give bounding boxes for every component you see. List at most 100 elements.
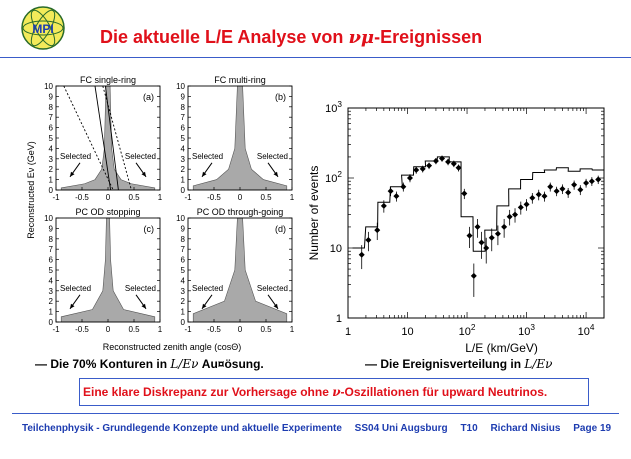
y-tick-label: 6 [181, 256, 186, 265]
panel-title: FC multi-ring [214, 75, 266, 85]
data-point [450, 160, 457, 167]
data-point [365, 237, 372, 244]
data-point [439, 155, 446, 162]
x-tick-label: 104 [578, 323, 595, 338]
x-tick-label: -0.5 [207, 325, 221, 334]
y-tick-label: 103 [325, 100, 342, 115]
y-tick-label: 10 [44, 214, 53, 223]
y-tick-label: 3 [49, 155, 54, 164]
y-tick-label: 4 [49, 276, 54, 285]
x-tick-label: -1 [184, 193, 192, 202]
x-tick-label: 103 [518, 323, 535, 338]
data-point [413, 167, 420, 174]
data-point [565, 189, 572, 196]
data-point [501, 223, 508, 230]
y-tick-label: 1 [181, 308, 186, 317]
footer: Teilchenphysik - Grundlegende Konzepte u… [22, 423, 621, 434]
arrowhead [273, 171, 278, 177]
selected-label-right: Selected [257, 152, 288, 161]
panel-title: PC OD stopping [75, 207, 140, 217]
footer-page: Page 19 [573, 423, 612, 434]
y-tick-label: 2 [49, 165, 54, 174]
y-tick-label: 9 [49, 92, 54, 101]
y-tick-label: 8 [49, 103, 54, 112]
data-point [488, 234, 495, 241]
y-tick-label: 2 [181, 297, 186, 306]
data-point [541, 193, 548, 200]
y-tick-label: 9 [49, 224, 54, 233]
y-tick-label: 6 [49, 124, 54, 133]
contour-ylabel: Reconstructed Eν (GeV) [26, 141, 36, 239]
y-tick-label: 3 [181, 287, 186, 296]
selected-label-right: Selected [257, 284, 288, 293]
arrowhead [70, 303, 75, 309]
x-tick-label: -1 [52, 325, 60, 334]
panel-label: (a) [143, 92, 154, 102]
y-tick-label: 5 [49, 134, 54, 143]
le-distribution-plot: 1 10 102 103 104 1 10 102 103 L/E (km/GeV) Number … [307, 100, 605, 355]
y-tick-label: 7 [181, 245, 186, 254]
data-point [588, 178, 595, 185]
panel-label: (c) [144, 224, 155, 234]
arrowhead [202, 171, 207, 177]
selected-label-right: Selected [125, 152, 156, 161]
y-tick-label: 7 [181, 113, 186, 122]
data-point [595, 176, 602, 183]
x-tick-label: 0 [238, 325, 243, 334]
data-point [432, 157, 439, 164]
y-tick-label: 5 [181, 266, 186, 275]
data-point [577, 186, 584, 193]
data-point [455, 164, 462, 171]
cut-line [94, 85, 112, 191]
conclusion-text: Eine klare Diskrepanz zur Vorhersage ohn… [83, 385, 548, 399]
data-point [474, 223, 481, 230]
data-point [461, 190, 468, 197]
x-tick-label: -0.5 [207, 193, 221, 202]
y-tick-label: 8 [181, 235, 186, 244]
x-tick-label: 0.5 [260, 325, 272, 334]
data-point [583, 179, 590, 186]
y-tick-label: 7 [49, 245, 54, 254]
y-tick-label: 6 [181, 124, 186, 133]
y-tick-label: 0 [181, 186, 186, 195]
data-point [523, 201, 530, 208]
data-point [547, 183, 554, 190]
arrowhead [273, 303, 278, 309]
y-tick-label: 2 [181, 165, 186, 174]
data-point [517, 204, 524, 211]
x-tick-label: 0.5 [260, 193, 272, 202]
x-tick-label: 1 [345, 326, 351, 338]
panel-title: FC single-ring [80, 75, 136, 85]
contour-xlabel: Reconstructed zenith angle (cosΘ) [103, 342, 242, 352]
le-ylabel: Number of events [307, 166, 321, 261]
logo-text: MPI [32, 22, 53, 36]
y-tick-label: 10 [176, 214, 185, 223]
x-tick-label: 0 [106, 193, 111, 202]
data-point [553, 188, 560, 195]
y-tick-label: 8 [181, 103, 186, 112]
y-tick-label: 5 [181, 134, 186, 143]
data-point [529, 194, 536, 201]
y-tick-label: 0 [49, 318, 54, 327]
cut-line [102, 85, 132, 191]
title-symbol: νμ [348, 27, 375, 48]
x-tick-label: 1 [290, 193, 295, 202]
bullet-right: — Die Ereignisverteilung in L/Eν [365, 357, 553, 371]
data-point [535, 191, 542, 198]
y-tick-label: 4 [49, 144, 54, 153]
y-tick-label: 102 [325, 170, 342, 185]
x-tick-label: 10 [401, 326, 413, 338]
x-tick-label: 1 [158, 193, 163, 202]
x-tick-label: -1 [184, 325, 192, 334]
le-xlabel: L/E (km/GeV) [465, 341, 538, 355]
selected-label-left: Selected [192, 152, 223, 161]
data-point [483, 245, 490, 251]
data-point [512, 211, 519, 218]
conclusion-box [79, 378, 589, 406]
y-tick-label: 10 [176, 82, 185, 91]
x-tick-label: 1 [158, 325, 163, 334]
arrowhead [141, 303, 146, 309]
data-point [559, 185, 566, 192]
